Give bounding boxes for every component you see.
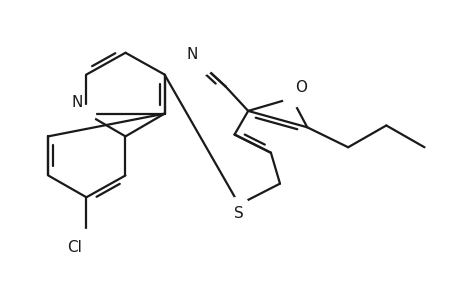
Text: N: N: [71, 95, 83, 110]
Text: S: S: [234, 206, 243, 221]
Text: Cl: Cl: [67, 240, 82, 255]
Text: O: O: [295, 80, 307, 94]
Text: N: N: [186, 47, 198, 62]
